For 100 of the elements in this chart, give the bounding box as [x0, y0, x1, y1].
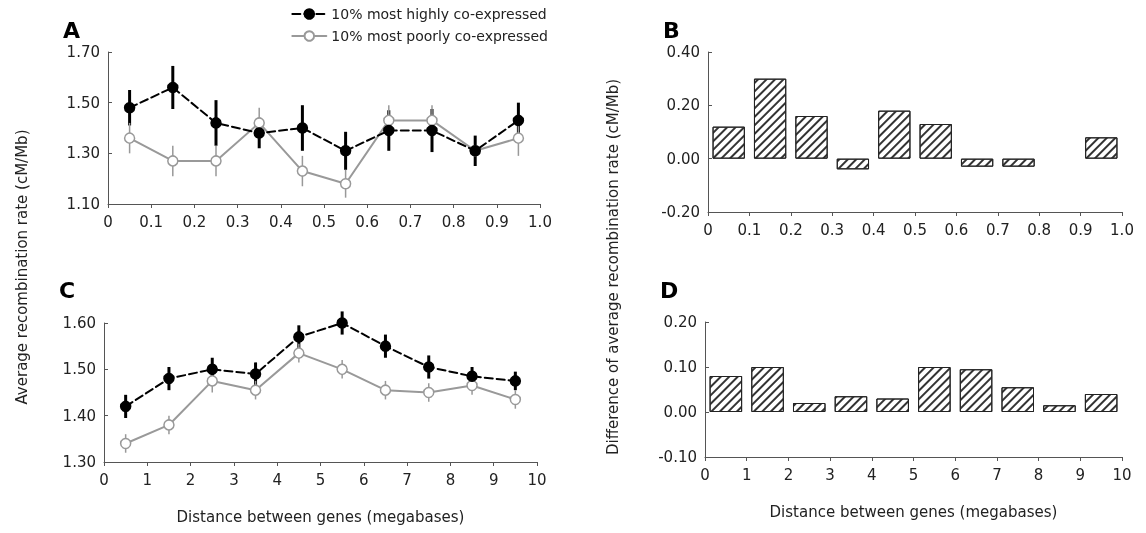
x-tick-label: 3: [229, 470, 239, 489]
y-tick-label: 1.30: [66, 144, 100, 163]
point: [163, 419, 175, 431]
point: [206, 375, 218, 387]
y-tick-label: 1.10: [66, 195, 100, 213]
x-tick-label: 1: [741, 465, 752, 484]
x-tick-label: 2: [783, 465, 794, 484]
point: [423, 386, 435, 399]
x-tick-label: 0.3: [225, 212, 250, 231]
point: [210, 155, 222, 167]
point: [336, 363, 348, 376]
point: [512, 114, 525, 127]
x-tick-label: 0.8: [1027, 220, 1052, 239]
x-tick-label: 0.1: [737, 220, 762, 239]
x-tick-label: 0.6: [355, 212, 380, 231]
point: [119, 437, 132, 450]
point: [249, 384, 262, 396]
y-axis-title: Difference of average recombination rate (cM/Mb): [604, 77, 622, 458]
y-tick-label: 0.20: [666, 96, 700, 115]
point: [509, 393, 522, 406]
point: [512, 132, 525, 144]
y-tick-label: 0.00: [663, 403, 697, 421]
point: [206, 363, 218, 376]
chart-title: B: [663, 17, 680, 43]
point: [163, 372, 175, 385]
point: [296, 122, 309, 134]
legend-label: 10% most highly co-expressed: [331, 6, 547, 22]
chart-title: C: [59, 277, 76, 303]
point: [379, 384, 392, 396]
x-tick-label: 1.0: [1110, 220, 1134, 239]
x-tick-label: 0.5: [903, 220, 927, 239]
point: [339, 177, 352, 190]
x-tick-label: 0: [703, 220, 713, 239]
x-tick-label: 9: [1075, 465, 1086, 484]
point: [423, 361, 435, 373]
x-tick-label: 10: [527, 470, 547, 489]
point: [293, 331, 305, 343]
x-tick-label: 3: [825, 465, 835, 484]
x-tick-label: 8: [445, 470, 456, 489]
point: [426, 124, 438, 137]
x-axis-title: Distance between genes (megabases): [769, 502, 1058, 521]
y-tick-label: 1.50: [66, 93, 100, 112]
x-tick-label: 7: [402, 470, 412, 489]
y-tick-label: 1.50: [62, 360, 96, 379]
x-axis-title: Distance between genes (megabases): [176, 507, 465, 526]
x-tick-label: 0.8: [441, 212, 466, 231]
x-tick-label: 5: [908, 465, 919, 484]
x-tick-label: 8: [1033, 465, 1044, 484]
point: [296, 165, 309, 177]
x-tick-label: 0: [103, 212, 113, 231]
x-tick-label: 4: [272, 470, 282, 489]
point: [379, 340, 392, 352]
x-tick-label: 0.9: [484, 212, 509, 231]
x-tick-label: 0.2: [778, 220, 803, 239]
y-tick-label: 1.60: [62, 314, 96, 332]
y-tick-label: 1.30: [62, 453, 96, 471]
point: [119, 400, 132, 413]
y-tick-label: 0.00: [666, 149, 700, 168]
x-tick-label: 0.9: [1068, 220, 1093, 239]
y-tick-label: 0.10: [663, 358, 697, 376]
y-tick-label: 0.20: [663, 313, 697, 331]
point: [167, 155, 179, 167]
x-tick-label: 0.4: [861, 220, 886, 239]
y-tick-label: 0.40: [666, 43, 700, 61]
point: [383, 114, 395, 127]
y-tick-label: 1.40: [62, 406, 96, 425]
point: [167, 81, 179, 94]
x-tick-label: 0.7: [985, 220, 1010, 239]
y-axis-title: Average recombination rate (cM/Mb): [13, 128, 31, 407]
x-tick-label: 10: [1112, 465, 1132, 484]
x-tick-label: 4: [867, 465, 877, 484]
y-tick-label: 1.70: [66, 43, 100, 61]
point: [509, 375, 522, 387]
point: [253, 117, 265, 129]
point: [123, 101, 136, 114]
x-tick-label: 7: [992, 465, 1002, 484]
legend-label: 10% most poorly co-expressed: [331, 28, 549, 44]
point: [253, 127, 265, 139]
point: [249, 368, 262, 380]
x-tick-label: 0.2: [182, 212, 207, 231]
x-tick-label: 0: [700, 465, 710, 484]
chart-title: A: [63, 17, 81, 43]
y-tick-label: -0.10: [658, 448, 697, 466]
x-tick-label: 0.1: [139, 212, 164, 231]
chart-title: D: [660, 277, 679, 303]
x-tick-label: 0.6: [944, 220, 969, 239]
x-tick-label: 9: [488, 470, 499, 489]
point: [383, 124, 395, 137]
x-tick-label: 6: [950, 465, 960, 484]
x-tick-label: 5: [315, 470, 326, 489]
point: [210, 117, 222, 129]
point: [426, 114, 438, 127]
x-tick-label: 0.3: [820, 220, 845, 239]
y-tick-label: -0.20: [661, 203, 700, 221]
x-tick-label: 1.0: [528, 212, 552, 231]
x-tick-label: 0.4: [268, 212, 293, 231]
x-tick-label: 0: [99, 470, 109, 489]
x-tick-label: 2: [185, 470, 196, 489]
point: [339, 145, 352, 157]
point: [336, 317, 348, 329]
